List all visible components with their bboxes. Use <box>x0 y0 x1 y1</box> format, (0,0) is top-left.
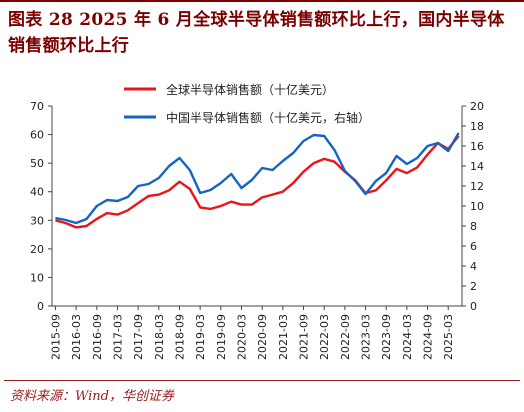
x-tick-label: 2021-03 <box>277 314 290 360</box>
source-note: 资料来源：Wind，华创证券 <box>10 389 174 404</box>
x-tick-label: 2017-03 <box>111 314 124 360</box>
series-lines <box>55 132 460 229</box>
y-tick-label-left: 10 <box>30 271 44 284</box>
y-tick-label-right: 18 <box>470 120 484 133</box>
chart-container: 全球半导体销售额（十亿美元） 中国半导体销售额（十亿美元，右轴） 0 10 20 30… <box>0 64 524 376</box>
x-tick-label: 2017-09 <box>132 314 145 360</box>
y-tick-label-left: 50 <box>30 157 44 170</box>
line-chart: 全球半导体销售额（十亿美元） 中国半导体销售额（十亿美元，右轴） 0102030… <box>30 82 484 360</box>
y-tick-label-left: 30 <box>30 214 44 227</box>
x-tick-label: 2025-03 <box>442 314 455 360</box>
y-tick-label-right: 14 <box>470 160 484 173</box>
x-tick-label: 2023-09 <box>380 314 393 360</box>
x-tick-label: 2015-09 <box>49 314 62 360</box>
x-tick-label: 2016-09 <box>91 314 104 360</box>
x-tick-label: 2019-03 <box>194 314 207 360</box>
x-tick-label: 2019-09 <box>215 314 228 360</box>
axes: 0 10 20 30 40 50 60 70 0 2 4 6 8 10 12 14 16 18 20 2015-09 2… <box>30 100 484 360</box>
y-tick-label-left: 0 <box>37 300 44 313</box>
y-tick-label-left: 40 <box>30 186 44 199</box>
x-tick-label: 2023-03 <box>360 314 373 360</box>
x-tick-label: 2018-03 <box>153 314 166 360</box>
y-tick-label-right: 6 <box>470 240 477 253</box>
series-line-global <box>55 135 460 229</box>
y-tick-label-right: 0 <box>470 300 477 313</box>
legend-label-global: 全球半导体销售额（十亿美元） <box>166 82 334 97</box>
y-tick-label-left: 70 <box>30 100 44 113</box>
x-tick-label: 2021-09 <box>298 314 311 360</box>
x-tick-label: 2024-09 <box>422 314 435 360</box>
source-divider <box>4 380 520 381</box>
y-tick-label-right: 2 <box>470 280 477 293</box>
y-tick-label-right: 4 <box>470 260 477 273</box>
x-tick-label: 2020-09 <box>256 314 269 360</box>
x-tick-label: 2022-09 <box>339 314 352 360</box>
x-tick-label: 2016-03 <box>70 314 83 360</box>
x-tick-label: 2024-03 <box>401 314 414 360</box>
y-tick-label-left: 60 <box>30 129 44 142</box>
y-tick-label-right: 10 <box>470 200 484 213</box>
x-tick-label: 2018-09 <box>173 314 186 360</box>
y-tick-label-right: 16 <box>470 140 484 153</box>
y-tick-label-right: 20 <box>470 100 484 113</box>
legend: 全球半导体销售额（十亿美元） 中国半导体销售额（十亿美元，右轴） <box>124 82 370 125</box>
page-title: 图表 28 2025 年 6 月全球半导体销售额环比上行，国内半导体销售额环比上… <box>8 10 505 56</box>
x-tick-label: 2022-03 <box>318 314 331 360</box>
series-line-china <box>55 132 460 225</box>
legend-label-china: 中国半导体销售额（十亿美元，右轴） <box>166 110 370 125</box>
title-bar: 图表 28 2025 年 6 月全球半导体销售额环比上行，国内半导体销售额环比上… <box>0 0 524 66</box>
x-tick-label: 2020-03 <box>235 314 248 360</box>
y-tick-label-left: 20 <box>30 243 44 256</box>
y-tick-label-right: 12 <box>470 180 484 193</box>
y-tick-label-right: 8 <box>470 220 477 233</box>
